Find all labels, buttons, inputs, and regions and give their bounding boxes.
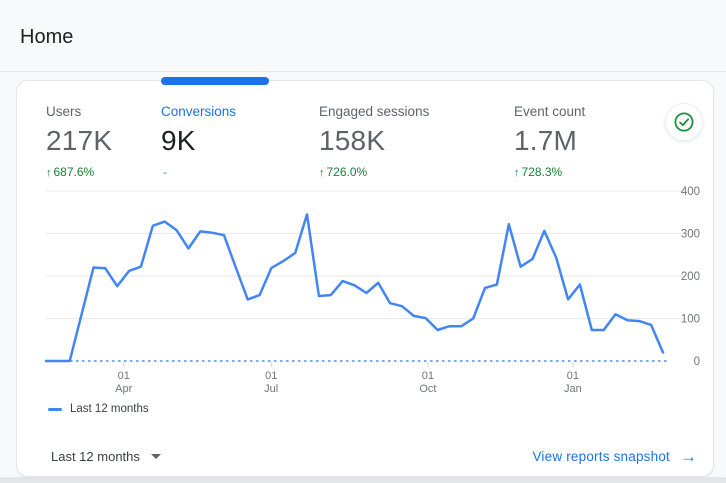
svg-text:Jan: Jan [564,383,582,395]
header-divider [0,71,726,72]
card-footer: Last 12 months View reports snapshot → [17,441,713,471]
metric-delta: ↑ 728.3% [514,165,563,179]
metric-delta: ↑ 726.0% [319,165,368,179]
page-bottom-edge [0,477,726,483]
legend-label: Last 12 months [70,403,149,415]
home-overview-card: Users 217K ↑ 687.6% Conversions 9K - Enga… [16,77,714,477]
metric-delta: ↑ 687.6% [46,165,95,179]
svg-text:100: 100 [681,314,700,326]
up-arrow-icon: ↑ [46,167,52,179]
view-reports-snapshot-link[interactable]: View reports snapshot → [532,446,697,466]
selected-metric-tab-indicator [161,77,269,85]
chart-legend: Last 12 months [48,403,149,415]
svg-text:01: 01 [118,370,130,382]
up-arrow-icon: ↑ [319,167,325,179]
svg-text:Apr: Apr [115,383,132,395]
metric-conversions[interactable]: Conversions 9K - [161,103,236,179]
check-circle-icon [674,112,694,132]
svg-text:01: 01 [567,370,579,382]
metric-value: 158K [319,125,386,156]
svg-text:01: 01 [422,370,434,382]
metric-users[interactable]: Users 217K ↑ 687.6% [46,103,112,179]
metric-value: 1.7M [514,125,578,156]
chevron-down-icon [150,453,161,459]
svg-text:400: 400 [681,186,700,198]
metric-event-count[interactable]: Event count 1.7M ↑ 728.3% [514,103,585,179]
metric-engaged-sessions[interactable]: Engaged sessions 158K ↑ 726.0% [319,103,429,179]
metric-delta: - [163,165,167,179]
legend-line-swatch [48,407,62,411]
date-range-selector[interactable]: Last 12 months [51,449,161,464]
date-range-label: Last 12 months [51,448,140,464]
svg-text:200: 200 [681,271,700,283]
svg-text:0: 0 [694,356,700,368]
page-title: Home [20,26,74,48]
metric-value: 217K [46,125,113,156]
up-arrow-icon: ↑ [514,167,520,179]
metric-label: Conversions [161,104,237,119]
svg-text:Jul: Jul [264,383,278,395]
svg-text:01: 01 [265,370,277,382]
metric-label: Engaged sessions [319,104,430,119]
metric-value: 9K [161,125,196,156]
metric-label: Users [46,104,82,119]
data-quality-button[interactable] [665,103,703,141]
right-arrow-icon: → [680,446,697,466]
metric-label: Event count [514,104,586,119]
svg-text:Oct: Oct [419,383,436,395]
svg-text:300: 300 [681,229,700,241]
